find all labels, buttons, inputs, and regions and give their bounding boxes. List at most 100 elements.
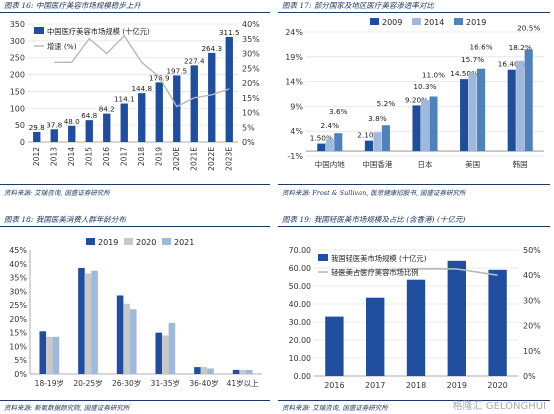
data-label: 2.10% <box>357 131 380 140</box>
legend-label: 2019 <box>98 238 118 247</box>
bar <box>116 295 124 374</box>
data-label: 64.8 <box>81 111 97 120</box>
bar <box>50 129 58 142</box>
bar <box>207 368 214 374</box>
x-tick-label: 日本 <box>418 159 433 169</box>
x-tick-label: 2020 <box>487 381 507 390</box>
data-label: 311.5 <box>219 28 240 37</box>
y-tick-label: 24% <box>285 28 303 37</box>
bar <box>85 120 93 142</box>
y-tick-label: 20% <box>9 315 27 324</box>
legend-label: 2021 <box>174 238 194 247</box>
y-tick-label: 9% <box>290 102 303 111</box>
bar <box>366 297 385 376</box>
legend-label: 2009 <box>382 18 402 27</box>
x-tick-label: 2020E <box>172 147 181 171</box>
x-tick-label: 2017 <box>365 381 385 390</box>
chart-source: 资料来源: 新氧数据颜究院, 国盛证券研究所 <box>4 404 130 412</box>
data-label: 144.8 <box>131 84 152 93</box>
y2-tick-label: 20% <box>242 79 260 88</box>
bar <box>488 269 507 376</box>
x-tick-label: 2023E <box>224 147 233 171</box>
legend-swatch <box>412 18 421 25</box>
x-tick-label: 2016 <box>102 147 111 166</box>
bar <box>68 125 76 142</box>
bar <box>325 316 344 376</box>
bar <box>373 132 382 152</box>
y2-tick-label: 20% <box>523 322 541 331</box>
bar <box>138 93 146 142</box>
bar <box>325 139 334 152</box>
y-tick-label: 30% <box>9 287 27 296</box>
legend-label: 轻医美占医疗美容市场比例 <box>331 268 419 277</box>
bar <box>317 143 326 152</box>
y2-tick-label: 25% <box>242 64 260 73</box>
y2-tick-label: 30% <box>242 50 260 59</box>
data-label: 16.6% <box>470 43 493 52</box>
legend-label: 增速 (%) <box>47 42 77 51</box>
bar <box>477 68 486 152</box>
x-tick-label: 18-19岁 <box>35 378 64 388</box>
y-tick-label: 14% <box>285 78 303 87</box>
y-tick-label: 15% <box>9 329 27 338</box>
data-label: 9.20% <box>405 95 428 104</box>
data-label: 16.40% <box>498 60 526 69</box>
legend-swatch <box>454 18 463 25</box>
bar <box>123 303 130 374</box>
x-tick-label: 26-30岁 <box>112 378 141 388</box>
data-label: 1.50% <box>310 134 333 143</box>
y-tick-label: 10.00 <box>289 354 311 363</box>
legend-swatch <box>162 238 171 245</box>
y-tick-label: 4% <box>290 127 303 136</box>
bar <box>524 49 533 152</box>
y-tick-label: 350 <box>10 20 25 29</box>
y-tick-label: 60.00 <box>289 264 311 273</box>
x-tick-label: 2019 <box>154 147 163 166</box>
chart-panel-market-size: 图表 16: 中国医疗美容市场规模稳步上升 0 50 100 150 200 250 300… <box>0 0 270 200</box>
x-tick-label: 2021E <box>189 147 198 171</box>
data-label: 264.3 <box>201 44 222 53</box>
data-label: 10.3% <box>413 82 436 91</box>
data-label: 37.8 <box>46 120 62 129</box>
y-tick-label: 19% <box>285 53 303 62</box>
bar <box>245 369 253 374</box>
data-label: 20.5% <box>517 23 540 32</box>
legend-swatch <box>124 238 133 245</box>
y-tick-label: 25% <box>9 301 27 310</box>
chart-source: 资料来源: 艾瑞咨询, 国盛证券研究所 <box>282 404 388 412</box>
chart-market-size: 0 50 100 150 200 250 300 350 0% 5% 10% 15% 20% 25% 30%… <box>10 20 260 171</box>
bar <box>381 125 390 152</box>
bar <box>120 103 128 142</box>
x-tick-label: 中国香港 <box>362 159 392 169</box>
y-tick-label: 300 <box>10 37 25 46</box>
bar <box>84 273 92 374</box>
source-rule <box>278 400 550 401</box>
chart-title: 图表 16: 中国医疗美容市场规模稳步上升 <box>4 1 141 10</box>
x-tick-label: 2018 <box>137 147 146 166</box>
data-label: 227.4 <box>184 56 205 65</box>
bar <box>364 140 373 152</box>
bar <box>39 331 47 374</box>
legend-swatch <box>86 238 95 245</box>
y-tick-label: 50.00 <box>289 282 311 291</box>
bar <box>200 367 208 374</box>
chart-source: 资料来源: Frost & Sullivan, 医思健康招股书, 国盛证券研究所 <box>282 189 466 197</box>
x-tick-label: 2014 <box>67 147 76 166</box>
y2-tick-label: 15% <box>242 94 260 103</box>
x-tick-label: 韩国 <box>513 159 528 169</box>
x-tick-label: 中国内地 <box>315 159 345 169</box>
chart-panel-age-distribution: 图表 18: 我国医美消费人群年龄分布 0% 5% 10% 15% 20% 25% 30% 3… <box>0 214 270 414</box>
y-tick-label: 150 <box>10 87 25 96</box>
data-label: 3.8% <box>368 114 387 123</box>
y-tick-label: 20.00 <box>289 336 311 345</box>
y-tick-label: 40.00 <box>289 300 311 309</box>
title-rule <box>0 12 270 13</box>
bar <box>173 75 181 142</box>
legend-swatch <box>34 27 44 34</box>
bar <box>516 60 525 152</box>
source-rule <box>278 184 550 185</box>
y-tick-label: 100 <box>10 104 25 113</box>
y2-tick-label: 5% <box>242 123 255 132</box>
x-tick-label: 2016 <box>324 381 344 390</box>
legend-swatch <box>318 254 328 261</box>
